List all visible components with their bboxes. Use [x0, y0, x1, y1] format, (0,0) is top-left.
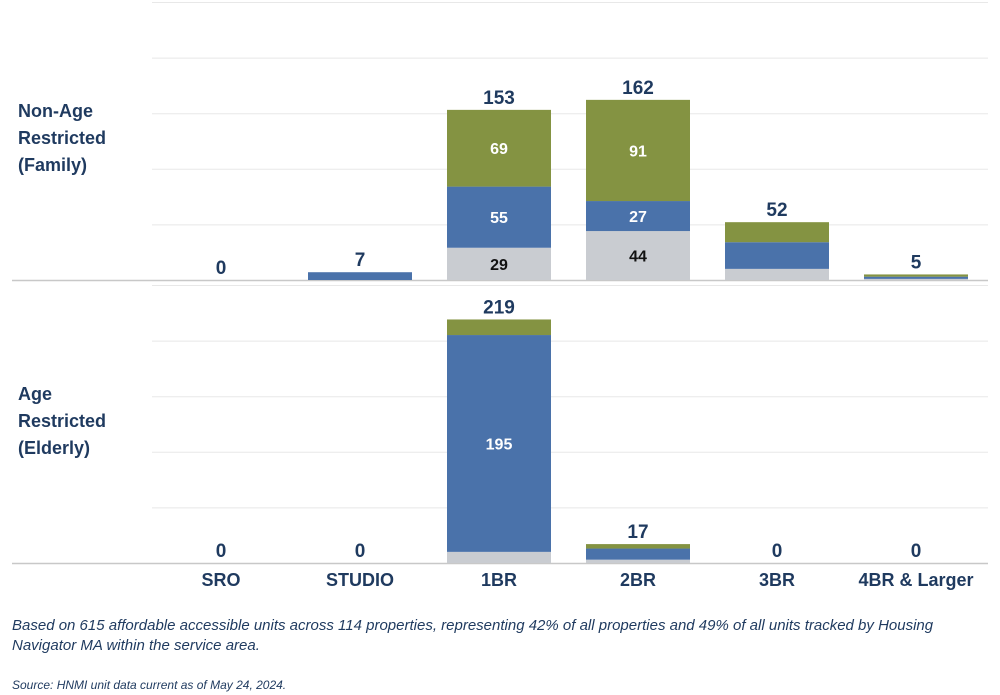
bar-segment — [447, 247, 551, 280]
bar-segment — [586, 548, 690, 560]
bar-segment — [447, 335, 551, 552]
segment-label: 69 — [490, 141, 508, 158]
footnote: Based on 615 affordable accessible units… — [12, 617, 934, 654]
bar-segment — [586, 559, 690, 563]
bar-segment — [864, 276, 968, 279]
source-note: Source: HNMI unit data current as of May… — [12, 678, 287, 692]
category-label: 4BR & Larger — [858, 570, 973, 590]
total-label: 0 — [216, 258, 227, 279]
bar-segment — [447, 319, 551, 336]
total-label: 219 — [483, 297, 515, 318]
bar-segment — [447, 186, 551, 248]
bar-segment — [725, 242, 829, 269]
segment-label: 195 — [486, 436, 513, 453]
segment-label: 55 — [490, 210, 508, 227]
category-label: STUDIO — [326, 570, 394, 590]
bar-segment — [864, 278, 968, 280]
segment-label: 44 — [629, 249, 647, 266]
total-label: 0 — [216, 541, 227, 562]
total-label: 0 — [772, 541, 783, 562]
total-label: 0 — [911, 541, 922, 562]
stacked-bar-chart: 0 7 153 162 52 5 29 55 69 44 27 91 0 0 219 17 0 0 195 SRO ST… — [12, 2, 988, 590]
category-label: 2BR — [620, 570, 656, 590]
bar-segment — [586, 544, 690, 549]
total-label: 52 — [766, 200, 787, 221]
total-label: 5 — [911, 252, 922, 273]
category-label: 3BR — [759, 570, 795, 590]
bar-segment — [447, 551, 551, 563]
panel-label-family: Non-Age Restricted (Family) — [18, 101, 107, 175]
bar-segment — [725, 222, 829, 243]
category-label: SRO — [201, 570, 240, 590]
bar-segment — [308, 272, 412, 280]
total-label: 17 — [627, 522, 648, 543]
total-label: 153 — [483, 88, 515, 109]
total-label: 162 — [622, 78, 654, 99]
bar-segment — [725, 268, 829, 280]
panel-label-elderly: Age Restricted (Elderly) — [18, 384, 107, 458]
total-label: 7 — [355, 250, 366, 271]
segment-label: 29 — [490, 257, 508, 274]
category-label: 1BR — [481, 570, 517, 590]
total-label: 0 — [355, 541, 366, 562]
bar-segment — [864, 274, 968, 277]
segment-label: 27 — [629, 209, 647, 226]
segment-label: 91 — [629, 143, 647, 160]
bar-segment — [586, 231, 690, 280]
bar-segment — [586, 201, 690, 232]
bar-segment — [447, 109, 551, 187]
bar-segment — [586, 99, 690, 202]
